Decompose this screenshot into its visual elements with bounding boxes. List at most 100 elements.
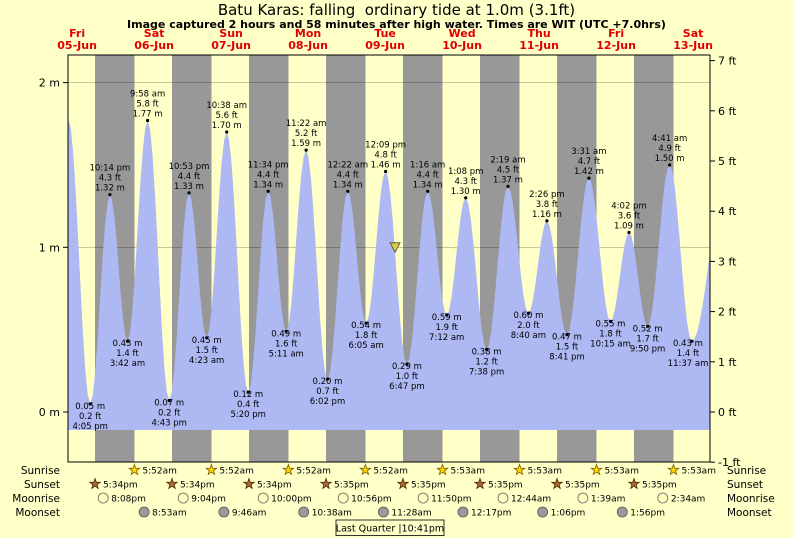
tide-extreme-dot — [108, 193, 112, 197]
moonset-icon — [537, 506, 548, 518]
right-axis-label: -1 ft — [718, 456, 741, 469]
tide-extreme-dot — [384, 169, 388, 174]
left-axis-label: 0 m — [39, 406, 60, 419]
moonrise-icon — [97, 492, 109, 504]
sunset-time: 5:34pm — [257, 481, 292, 491]
right-axis-label: 6 ft — [718, 105, 737, 118]
sunrise-icon — [513, 463, 526, 476]
tide-extreme-dot — [304, 148, 308, 152]
tide-area — [68, 118, 711, 431]
day-label-dow: Sat — [144, 27, 165, 40]
tide-extreme-label: 3:31 am 4.7 ft 1.42 m — [571, 147, 606, 177]
moonset-icon — [377, 506, 389, 518]
moonset-time: 9:46am — [232, 509, 267, 519]
tide-extreme-dot — [125, 339, 130, 343]
moonrise-row-label: Moonrise — [727, 493, 775, 505]
tide-extreme-dot — [506, 184, 510, 188]
tide-extreme-label: 0.05 m 0.2 ft 4:05 pm — [72, 402, 107, 432]
moonset-icon — [616, 506, 628, 518]
sunset-row-label: Sunset — [24, 479, 60, 491]
day-label-dow: Sat — [683, 27, 704, 40]
tide-extreme-label: 4:41 am 4.9 ft 1.50 m — [652, 134, 687, 164]
moonrise-icon — [177, 492, 189, 504]
tide-extreme-label: 10:14 pm 4.3 ft 1.32 m — [89, 164, 130, 194]
tide-extreme-label: 0.20 m 0.7 ft 6:02 pm — [310, 377, 345, 407]
moonrise-time: 12:44am — [511, 495, 551, 505]
sunset-time: 5:35pm — [642, 481, 677, 491]
tide-extreme-label: 0.47 m 1.5 ft 8:41 pm — [549, 333, 584, 363]
tide-extreme-label: 12:22 am 4.4 ft 1.34 m — [327, 160, 368, 190]
sunset-time: 5:34pm — [180, 481, 215, 491]
day-label-date: 12-Jun — [596, 39, 636, 52]
chart-frame — [67, 54, 711, 463]
sunrise-time: 5:52am — [142, 467, 177, 477]
moonset-icon — [138, 506, 150, 518]
right-axis-label: 0 ft — [718, 406, 737, 419]
current-tide-marker — [389, 242, 401, 254]
tide-extreme-label: 0.12 m 0.4 ft 5:20 pm — [230, 390, 265, 420]
moonset-time: 11:28am — [391, 509, 431, 519]
moonrise-icon — [577, 492, 589, 504]
tide-extreme-dot — [364, 321, 368, 325]
day-label-dow: Fri — [608, 27, 624, 40]
moonrise-time: 9:04pm — [191, 495, 226, 505]
tide-extreme-label: 0.52 m 1.7 ft 9:50 pm — [630, 324, 665, 354]
tide-extreme-label: 4:02 pm 3.6 ft 1.09 m — [611, 202, 646, 232]
tide-extreme-dot — [526, 311, 531, 315]
sunrise-time: 5:53am — [681, 467, 716, 477]
sunset-icon — [396, 477, 410, 490]
sunset-time: 5:35pm — [565, 481, 600, 491]
moonset-time: 1:56pm — [630, 509, 665, 519]
tide-extreme-label: 0.55 m 1.8 ft 10:15 am — [590, 319, 631, 349]
moonrise-time: 2:34am — [671, 495, 706, 505]
day-label-date: 09-Jun — [365, 39, 405, 52]
tide-extreme-dot — [405, 362, 409, 366]
side-labels-left: Sunrise Sunset Moonrise Moonset — [12, 465, 60, 519]
right-axis-label: 3 ft — [718, 255, 737, 268]
chart-title: Batu Karas: falling ordinary tide at 1.0… — [217, 1, 576, 19]
tide-extreme-dot — [690, 339, 694, 343]
sunset-time: 5:35pm — [488, 481, 523, 491]
sunset-row-label: Sunset — [727, 479, 763, 491]
tide-extreme-label: 0.45 m 1.5 ft 4:23 am — [189, 336, 224, 366]
tide-extreme-label: 1:16 am 4.4 ft 1.34 m — [410, 160, 445, 190]
day-label-dow: Wed — [449, 27, 476, 40]
tide-extreme-label: 2:26 pm 3.8 ft 1.16 m — [529, 190, 564, 220]
sunrise-row-label: Sunrise — [727, 465, 766, 477]
tide-extreme-dot — [464, 196, 468, 200]
day-label-date: 13-Jun — [673, 39, 713, 52]
chart-dynamic-layer: 0 m 1 m 2 m -1 ft 0 ft 1 ft 2 ft 3 ft 4 ft 5 ft 6 … — [39, 27, 741, 519]
tide-extreme-label: 0.54 m 1.8 ft 6:05 am — [348, 321, 383, 351]
side-labels-right: Sunrise Sunset Moonrise Moonset — [727, 465, 775, 519]
sunset-time: 5:34pm — [103, 481, 138, 491]
right-axis-label: 4 ft — [718, 205, 737, 218]
tide-extreme-dot — [205, 336, 209, 340]
tide-extreme-dot — [225, 130, 229, 134]
tide-extreme-dot — [545, 219, 549, 223]
tide-extreme-dot — [88, 402, 92, 406]
sunrise-icon — [436, 463, 449, 476]
sunrise-time: 5:53am — [604, 467, 639, 477]
tide-extreme-dot — [167, 398, 171, 403]
day-label-dow: Tue — [374, 27, 396, 40]
moonset-row-label: Moonset — [727, 507, 772, 519]
tide-extreme-label: 11:22 am 5.2 ft 1.59 m — [286, 119, 327, 149]
sunset-icon — [88, 477, 102, 490]
sunset-icon — [242, 477, 256, 490]
tide-extreme-dot — [246, 390, 250, 394]
right-axis-label: 1 ft — [718, 356, 737, 369]
tide-extreme-label: 0.38 m 1.2 ft 7:38 pm — [469, 347, 504, 377]
moonset-time: 10:38am — [312, 509, 352, 519]
chart-subtitle: Image captured 2 hours and 58 minutes af… — [127, 18, 666, 31]
moonrise-icon — [337, 492, 349, 504]
sunset-icon — [319, 477, 333, 490]
tide-extreme-label: 0.49 m 1.6 ft 5:11 am — [269, 329, 304, 359]
tide-extreme-label: 12:09 pm 4.8 ft 1.46 m — [365, 141, 406, 171]
day-label-date: 07-Jun — [211, 39, 251, 52]
day-label-date: 10-Jun — [442, 39, 482, 52]
sunrise-icon — [667, 463, 680, 476]
tide-extreme-dot — [187, 191, 191, 195]
moonset-row-label: Moonset — [15, 507, 60, 519]
